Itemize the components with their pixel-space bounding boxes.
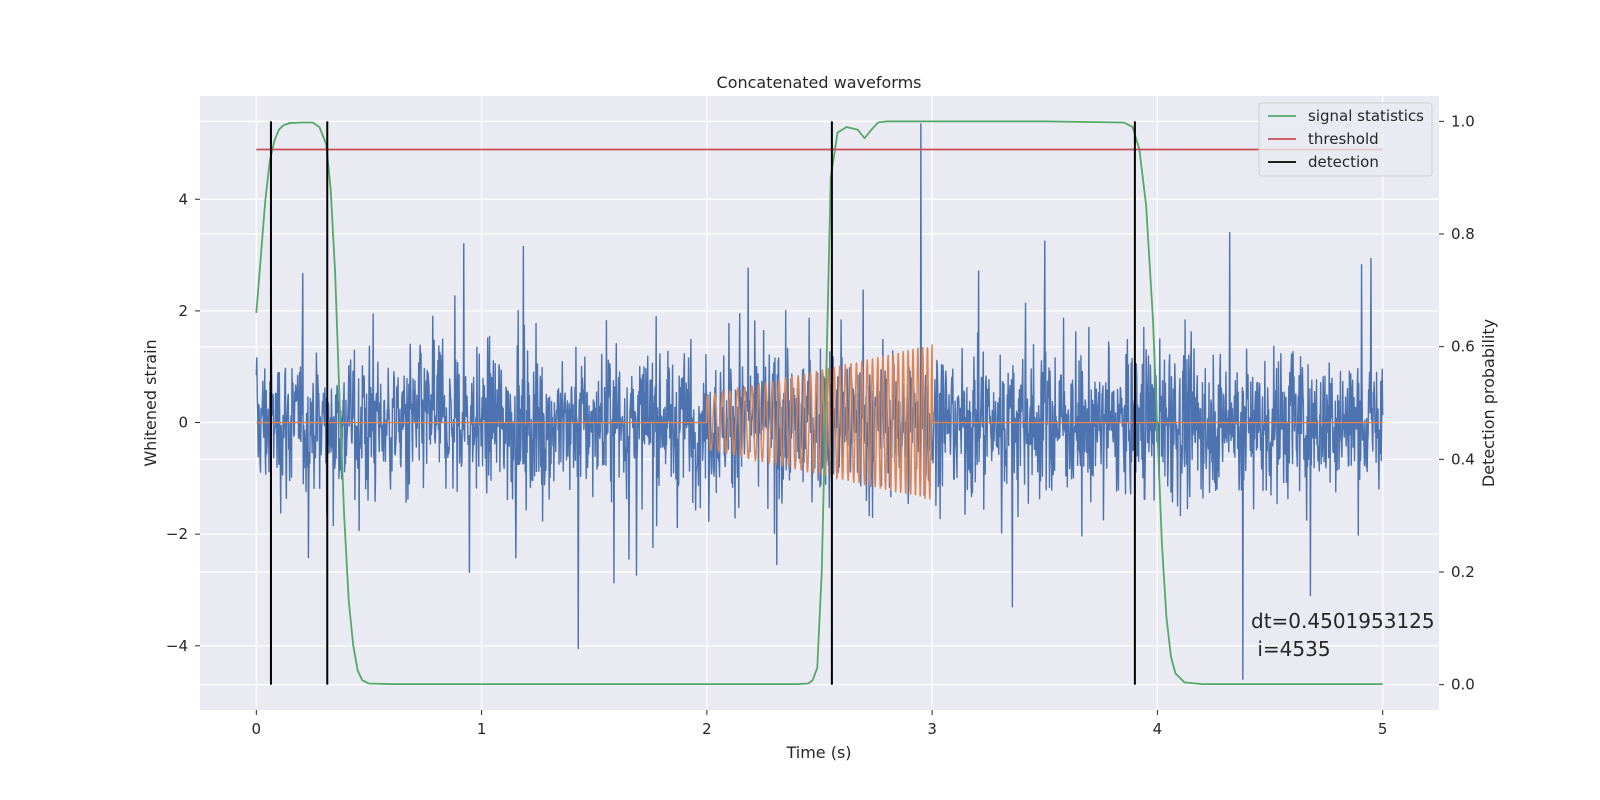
strain-line [255,123,1384,680]
annotation-dt: dt=0.4501953125 [1251,609,1435,633]
legend-label-signal-statistics: signal statistics [1308,107,1424,125]
y-left-tick-label: 2 [178,302,188,320]
injection-series [256,344,1383,500]
y-left-tick-label: −4 [166,637,188,655]
x-tick-label: 0 [252,720,262,738]
y-axis-label-right: Detection probability [1479,319,1498,487]
legend-box [1258,102,1433,177]
y-axis-label-left: Whitened strain [141,339,160,466]
detection-series [269,121,1136,685]
axis-ticks: 0 1 2 3 4 5 −4 −2 0 2 4 0.0 0.2 0.4 0.6 0.8 1.0 [166,112,1475,738]
injection-line [256,344,1383,500]
x-tick-label: 2 [702,720,712,738]
legend: signal statistics threshold detection [1258,102,1433,177]
x-tick-label: 4 [1153,720,1163,738]
annotation: dt=0.4501953125 i=4535 [1251,609,1435,661]
x-axis-label: Time (s) [785,743,851,762]
signal-statistics-series [255,120,1383,685]
signal-statistics-line [255,120,1383,685]
chart-title: Concatenated waveforms [717,73,922,92]
legend-label-detection: detection [1308,153,1379,171]
whitened-strain-series [255,123,1384,680]
y-right-tick-label: 0.4 [1451,450,1475,468]
y-left-tick-label: 4 [178,190,188,208]
y-right-tick-label: 0.6 [1451,338,1475,356]
y-right-tick-label: 0.2 [1451,563,1475,581]
x-tick-label: 3 [927,720,937,738]
x-tick-label: 1 [477,720,487,738]
x-tick-label: 5 [1378,720,1388,738]
y-right-tick-label: 0.0 [1451,676,1475,694]
y-left-tick-label: −2 [166,525,188,543]
legend-label-threshold: threshold [1308,130,1379,148]
y-left-tick-label: 0 [178,414,188,432]
y-right-tick-label: 0.8 [1451,225,1475,243]
y-right-tick-label: 1.0 [1451,112,1475,130]
annotation-i: i=4535 [1251,637,1331,661]
